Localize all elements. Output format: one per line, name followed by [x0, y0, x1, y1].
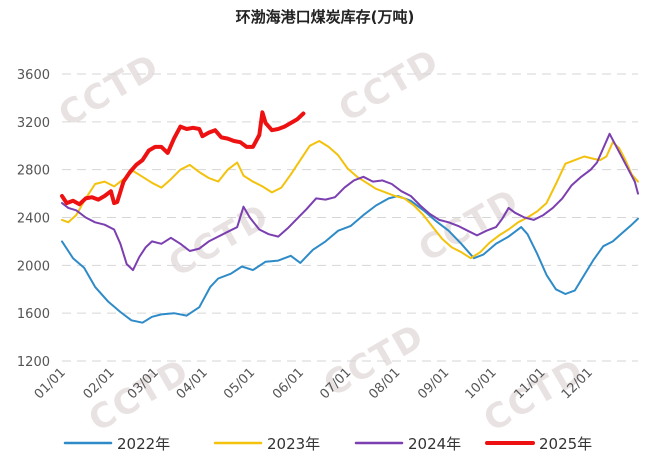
- series-line-2024年: [61, 132, 639, 272]
- y-tick-label: 2800: [17, 164, 50, 179]
- x-tick-label: 06/01: [270, 365, 307, 402]
- legend-label: 2024年: [408, 435, 461, 453]
- y-axis-ticks: 1200 1600 2000 2400 2800 3200 3600: [17, 68, 50, 370]
- x-tick-label: 01/01: [32, 365, 69, 402]
- legend-label: 2025年: [539, 435, 592, 453]
- legend: 2022年 2023年 2024年 2025年: [63, 435, 592, 453]
- y-tick-label: 2400: [17, 212, 50, 227]
- series-lines: [60, 110, 639, 324]
- series-line-2025年: [60, 110, 306, 207]
- y-tick-label: 2000: [17, 259, 50, 274]
- series-line-2023年: [61, 140, 639, 260]
- watermark-text: CCTD: [332, 41, 447, 130]
- series-line-2022年: [61, 195, 639, 324]
- x-tick-label: 05/01: [221, 365, 258, 402]
- x-tick-label: 09/01: [415, 365, 452, 402]
- chart-title: 环渤海港口煤炭库存(万吨): [235, 8, 415, 26]
- y-tick-label: 1200: [17, 355, 50, 370]
- y-tick-label: 1600: [17, 307, 50, 322]
- watermark-text: CCTD: [162, 196, 277, 285]
- y-tick-label: 3600: [17, 68, 50, 83]
- legend-label: 2023年: [267, 435, 320, 453]
- y-tick-label: 3200: [17, 116, 50, 131]
- legend-label: 2022年: [117, 435, 170, 453]
